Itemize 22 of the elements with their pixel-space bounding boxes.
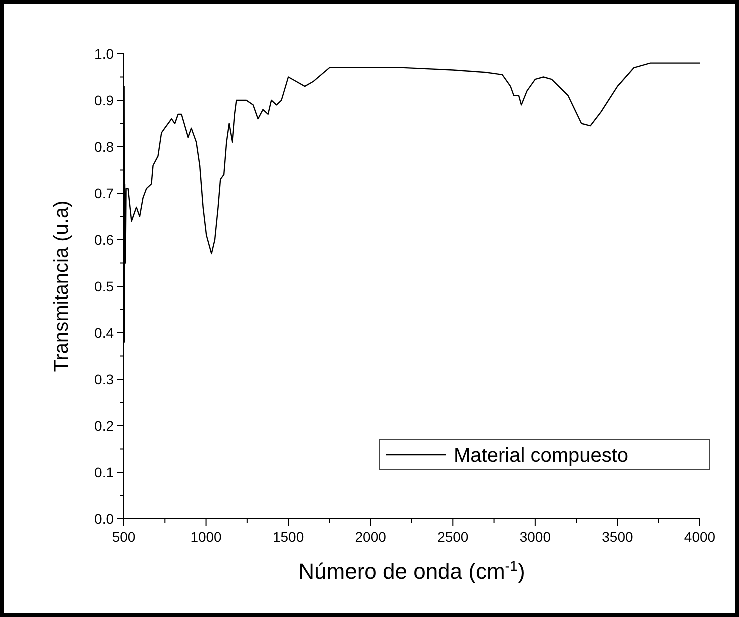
x-tick-label: 4000 xyxy=(684,529,716,545)
x-tick-label: 1500 xyxy=(272,529,304,545)
x-tick-label: 3500 xyxy=(602,529,634,545)
x-tick-label: 1000 xyxy=(190,529,222,545)
x-tick-label: 500 xyxy=(112,529,136,545)
x-axis-title: Número de onda (cm$^{-1}$) xyxy=(298,559,526,584)
y-axis-title: Transmitancia (u.a) xyxy=(51,200,73,372)
legend-label: Material compuesto xyxy=(454,445,629,467)
x-tick-label: 3000 xyxy=(520,529,552,545)
y-tick-label: 0.1 xyxy=(94,464,114,480)
y-tick-label: 0.9 xyxy=(94,92,114,108)
x-tick-label: 2500 xyxy=(438,529,469,545)
y-tick-label: 0.7 xyxy=(94,186,114,202)
y-tick-label: 0.5 xyxy=(94,278,114,294)
y-tick-label: 0.3 xyxy=(94,372,114,388)
y-tick-label: 0.0 xyxy=(94,511,114,527)
y-tick-label: 0.4 xyxy=(94,325,114,341)
y-tick-label: 0.2 xyxy=(94,418,114,434)
y-tick-label: 0.8 xyxy=(94,139,114,155)
y-tick-label: 1.0 xyxy=(94,46,114,62)
x-tick-label: 2000 xyxy=(355,529,387,545)
y-tick-label: 0.6 xyxy=(94,232,114,248)
